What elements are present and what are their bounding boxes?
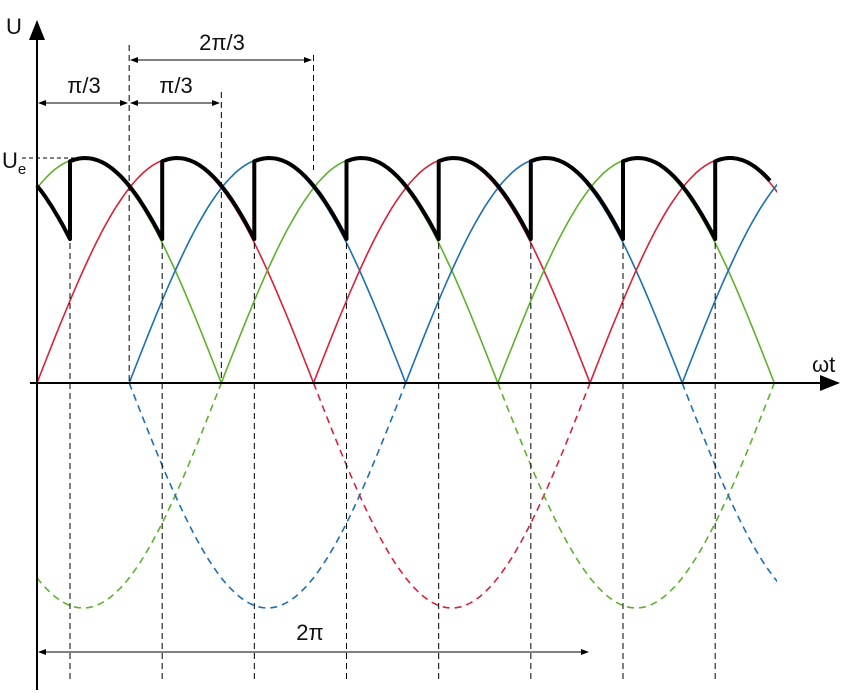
annotation: 2π/3	[199, 30, 245, 55]
envelope	[35, 156, 772, 242]
phase-curve-dashed	[312, 382, 591, 609]
phase-curve-dashed	[128, 382, 407, 609]
annotation: π/3	[159, 73, 193, 98]
annotation: π/3	[67, 73, 101, 98]
peak-label-sub: e	[18, 161, 26, 178]
peak-label: Ue	[2, 148, 26, 178]
phase-curve-dashed	[497, 382, 776, 609]
peak-label-main: U	[2, 148, 18, 173]
phase-curve-dashed	[681, 382, 777, 583]
annotation: 2π	[296, 620, 323, 645]
guide-lines	[22, 45, 716, 680]
y-axis-label: U	[6, 14, 22, 39]
x-axis-label: ωt	[812, 352, 835, 377]
phase-curve-dashed	[37, 382, 223, 609]
phase-curve	[37, 157, 223, 384]
phase-curve	[681, 183, 777, 384]
rectified-envelope	[35, 156, 772, 242]
